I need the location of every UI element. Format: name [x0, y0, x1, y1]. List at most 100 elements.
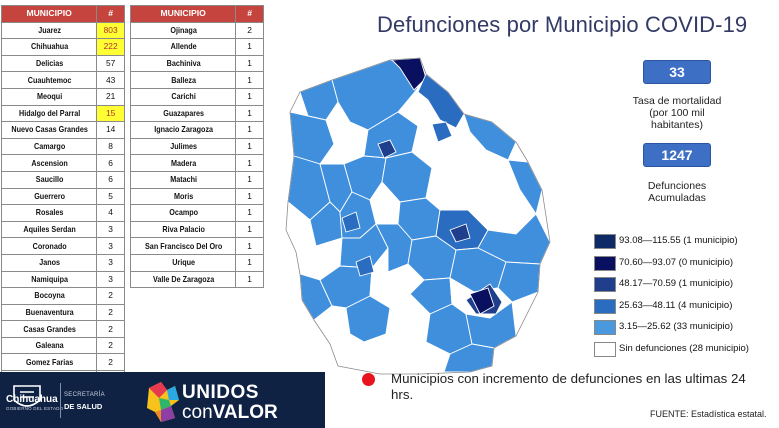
municipio-name: Nuevo Casas Grandes — [7, 121, 91, 139]
table-row: Delicias 57 — [2, 54, 125, 73]
death-count: 1 — [235, 137, 264, 156]
death-count: 1 — [235, 237, 264, 255]
municipio-name: San Francisco Del Oro — [137, 237, 229, 255]
municipio-name: Cuauhtemoc — [7, 71, 91, 89]
death-count: 4 — [96, 204, 125, 222]
municipio-name: Rosales — [7, 204, 91, 222]
table-row: Galeana 2 — [2, 336, 125, 355]
municipality-region — [341, 211, 361, 233]
table-row: Namiquipa 3 — [2, 270, 125, 289]
table-row: Julimes 1 — [131, 137, 264, 156]
death-count: 14 — [96, 121, 125, 139]
death-count: 1 — [235, 170, 264, 189]
death-count: 2 — [235, 21, 264, 40]
municipio-name: Riva Palacio — [137, 220, 229, 239]
deaths-label-line: Acumuladas — [648, 192, 706, 204]
death-count: 1 — [235, 38, 264, 56]
municipio-name: Juarez — [7, 21, 91, 40]
table-row: Chihuahua 222 — [2, 38, 125, 56]
brand-valor: VALOR — [212, 402, 278, 423]
death-count: 6 — [96, 154, 125, 172]
municipio-name: Carichi — [137, 87, 229, 106]
brand-unidos: UNIDOS — [182, 382, 259, 403]
municipio-name: Bachiniva — [137, 54, 229, 73]
table-row: Carichi 1 — [131, 87, 264, 106]
municipio-name: Aquiles Serdan — [7, 220, 91, 239]
death-count: 1 — [235, 104, 264, 123]
municipio-name: Saucillo — [7, 170, 91, 189]
table-row: Nuevo Casas Grandes 14 — [2, 121, 125, 139]
secretaria-label: SECRETARÍA — [64, 392, 105, 398]
table-row: Riva Palacio 1 — [131, 220, 264, 239]
municipio-name: Galeana — [7, 336, 91, 355]
table-row: Valle De Zaragoza 1 — [131, 270, 264, 289]
municipio-name: Ignacio Zaragoza — [137, 121, 229, 139]
death-count: 1 — [235, 220, 264, 239]
table-row: Cuauhtemoc 43 — [2, 71, 125, 89]
municipio-name: Delicias — [7, 54, 91, 73]
municipality-region — [417, 73, 465, 129]
table-row: Guazapares 1 — [131, 104, 264, 123]
table-row: Juarez 803 — [2, 21, 125, 40]
legend-swatch — [594, 234, 616, 249]
deaths-label-line: Defunciones — [647, 180, 707, 192]
increase-marker-dot — [362, 373, 375, 386]
municipio-name: Urique — [137, 253, 229, 272]
table-row: Allende 1 — [131, 38, 264, 56]
deaths-table-right: MUNICIPIO # Ojinaga 2 Allende 1 Bachiniva 1 Ba… — [129, 5, 264, 289]
municipio-name: Guerrero — [7, 187, 91, 206]
state-seal-logo — [13, 385, 41, 407]
legend-swatch — [594, 277, 616, 292]
table-row: Bocoyna 2 — [2, 287, 125, 305]
column-header-count: # — [96, 5, 125, 23]
death-count: 222 — [96, 38, 125, 56]
legend-swatch — [594, 298, 616, 314]
table-row: Ocampo 1 — [131, 204, 264, 222]
death-count: 1 — [235, 270, 264, 289]
death-count: 2 — [96, 353, 125, 372]
mortality-label-line: Tasa de mortalidad — [632, 95, 722, 107]
government-label: GOBIERNO DEL ESTADO — [6, 406, 64, 411]
municipio-name: Julimes — [137, 137, 229, 156]
table-row: Madera 1 — [131, 154, 264, 172]
municipio-name: Ojinaga — [137, 21, 229, 40]
legend-swatch — [594, 255, 616, 271]
table-row: Balleza 1 — [131, 71, 264, 89]
table-row: Janos 3 — [2, 253, 125, 272]
page-title: Defunciones por Municipio COVID-19 — [377, 12, 748, 37]
municipio-name: Bocoyna — [7, 287, 91, 305]
municipio-name: Guazapares — [137, 104, 229, 123]
deaths-table-left: MUNICIPIO # Juarez 803 Chihuahua 222 Delicia… — [0, 5, 125, 405]
municipio-name: Janos — [7, 253, 91, 272]
table-row: Ojinaga 2 — [131, 21, 264, 40]
municipio-name: Matachi — [137, 170, 229, 189]
municipality-region — [497, 261, 541, 303]
legend-label: 25.63—48.11 (4 municipio) — [619, 299, 733, 311]
municipio-name: Allende — [137, 38, 229, 56]
death-count: 803 — [96, 21, 125, 40]
municipio-name: Buenaventura — [7, 303, 91, 322]
accumulated-deaths-value: 1247 — [643, 143, 711, 167]
table-row: Gomez Farias 2 — [2, 353, 125, 372]
legend-swatch — [594, 320, 616, 335]
death-count: 1 — [235, 54, 264, 73]
municipality-region — [469, 287, 495, 315]
municipio-name: Moris — [137, 187, 229, 206]
table-row: Aquiles Serdan 3 — [2, 220, 125, 239]
mortality-rate-value: 33 — [643, 60, 711, 84]
legend-label: 70.60—93.07 (0 municipio) — [619, 256, 734, 268]
municipio-name: Casas Grandes — [7, 320, 91, 338]
legend-label: 48.17—70.59 (1 municipio) — [619, 278, 734, 289]
death-count: 8 — [96, 137, 125, 156]
table-row: Coronado 3 — [2, 237, 125, 255]
mortality-label-line: habitantes) — [651, 119, 703, 131]
death-count: 3 — [96, 237, 125, 255]
death-count: 1 — [235, 204, 264, 222]
salud-label: DE SALUD — [64, 402, 103, 411]
death-count: 21 — [96, 87, 125, 106]
table-row: Urique 1 — [131, 253, 264, 272]
table-row: Rosales 4 — [2, 204, 125, 222]
table-row: Ascension 6 — [2, 154, 125, 172]
municipality-region — [431, 121, 453, 143]
death-count: 15 — [96, 104, 125, 123]
